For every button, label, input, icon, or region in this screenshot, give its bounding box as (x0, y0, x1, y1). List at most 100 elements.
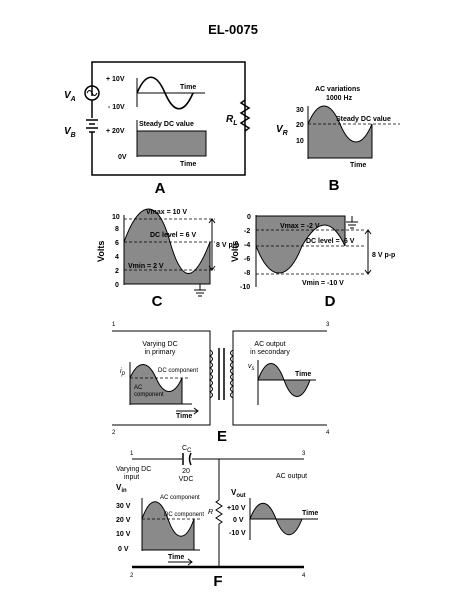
vb-label: VB (64, 126, 76, 139)
e-ip-label: ip (120, 368, 126, 377)
f-node-4: 4 (302, 573, 306, 579)
f-input-label-2: input (124, 474, 139, 481)
e-secondary-label-2: in secondary (250, 349, 290, 356)
f-time-label-1: Time (168, 554, 184, 561)
c-tick: 2 (115, 268, 119, 275)
e-node-1: 1 (112, 322, 116, 328)
f-node-2: 2 (130, 573, 134, 579)
e-ac-comp-label: AC (134, 385, 143, 391)
dc-shaded-area (136, 130, 207, 157)
dc-plus-label: + 20V (106, 128, 125, 135)
e-node-4: 4 (326, 430, 330, 436)
b-tick-20: 20 (296, 122, 304, 129)
d-vmax-label: Vmax = -2 V (280, 223, 320, 230)
ac-minus-label: - 10V (108, 104, 125, 111)
c-tick: 8 (115, 226, 119, 233)
e-node-2: 2 (112, 430, 116, 436)
d-tick: -2 (244, 228, 250, 235)
c-dc-label: DC level = 6 V (150, 232, 196, 239)
e-primary-wire (112, 330, 211, 426)
d-tick: -6 (244, 256, 250, 263)
e-time-label-2: Time (295, 371, 311, 378)
panel-b-label: B (329, 177, 340, 194)
e-secondary-wave-neg (283, 379, 311, 397)
c-tick: 10 (112, 214, 120, 221)
transformer-icon (209, 348, 234, 400)
f-r-label: R (208, 509, 213, 516)
f-vin-tick: 20 V (116, 517, 131, 524)
c-pp-arrow-head (208, 218, 216, 224)
e-time-label-1: Time (176, 413, 192, 420)
panel-b: 30 20 10 VR AC variations 1000 Hz Steady… (276, 86, 400, 194)
d-tick: -10 (240, 284, 250, 291)
steady-dc-label: Steady DC value (139, 121, 194, 128)
panel-e-label: E (217, 428, 227, 445)
ac-wave (136, 76, 194, 110)
c-pp-label: 8 V p-p (216, 242, 239, 249)
panel-f-label: F (213, 573, 222, 590)
panel-c-label: C (152, 293, 163, 310)
panel-a-label: A (155, 180, 166, 197)
d-dc-label: DC level = -6 V (306, 238, 355, 245)
f-vin-label: Vin (116, 483, 127, 494)
f-output-wave-pos (249, 502, 277, 520)
b-tick-10: 10 (296, 138, 304, 145)
time-arrow-icon (176, 407, 199, 415)
dc-time-label: Time (180, 161, 196, 168)
b-time-label: Time (350, 162, 366, 169)
capacitor-icon (182, 452, 192, 466)
f-input-label: Varying DC (116, 466, 151, 473)
c-tick: 6 (115, 240, 119, 247)
c-vmax-label: Vmax = 10 V (146, 209, 187, 216)
f-cc-label: CC (182, 445, 192, 454)
f-ac-comp-label: AC component (160, 495, 200, 501)
dc-zero-label: 0V (118, 154, 127, 161)
page-title: EL-0075 (208, 22, 258, 37)
e-node-3: 3 (326, 322, 330, 328)
e-vs-label: vs (248, 363, 255, 372)
f-cap-unit: VDC (179, 476, 194, 483)
b-freq-label: 1000 Hz (326, 95, 353, 102)
f-vout-tick: +10 V (227, 505, 246, 512)
panel-f: CC 20 VDC R 1 2 3 4 Varying DC input AC … (116, 445, 318, 590)
d-tick: -8 (244, 270, 250, 277)
f-time-label-2: Time (302, 510, 318, 517)
time-arrow-icon (168, 558, 193, 566)
e-secondary-label: AC output (254, 341, 285, 348)
c-vmin-label: Vmin = 2 V (128, 263, 164, 270)
b-tick-30: 30 (296, 107, 304, 114)
d-tick: 0 (247, 214, 251, 221)
c-volts-label: Volts (96, 241, 106, 262)
panel-e: 1 2 3 4 Varying DC in primary AC output … (112, 322, 330, 445)
e-primary-label: Varying DC (142, 341, 177, 348)
panel-c: 10 8 6 4 2 0 Volts Vmax = 10 V DC level … (96, 208, 239, 310)
resistor-icon (239, 99, 251, 132)
e-dc-comp-label: DC component (158, 368, 198, 374)
panel-d-label: D (325, 293, 336, 310)
vr-label: VR (276, 124, 288, 137)
b-shaded-wave (307, 105, 373, 159)
ac-plus-label: + 10V (106, 76, 125, 83)
f-output-label: AC output (276, 473, 307, 480)
resistor-icon (215, 499, 223, 525)
f-vout-tick: -10 V (229, 530, 246, 537)
b-ac-var-label: AC variations (315, 86, 360, 93)
battery-icon (86, 119, 98, 136)
c-tick: 4 (115, 254, 119, 261)
ground-icon (346, 216, 358, 229)
panel-d: 0 -2 -4 -6 -8 -10 Volts Vmax = -2 V DC l… (230, 214, 395, 310)
d-vmin-label: Vmin = -10 V (302, 280, 344, 287)
e-secondary-wire (232, 330, 327, 426)
va-label: VA (64, 90, 76, 103)
f-vin-tick: 0 V (118, 546, 129, 553)
d-volts-label: Volts (230, 241, 240, 262)
e-primary-label-2: in primary (145, 349, 176, 356)
c-tick: 0 (115, 282, 119, 289)
f-node-3: 3 (302, 451, 306, 457)
d-pp-label: 8 V p-p (372, 252, 395, 259)
f-vin-tick: 30 V (116, 503, 131, 510)
ac-time-label: Time (180, 84, 196, 91)
d-pp-arrow-head (364, 229, 372, 235)
d-pp-arrow-head (364, 269, 372, 275)
